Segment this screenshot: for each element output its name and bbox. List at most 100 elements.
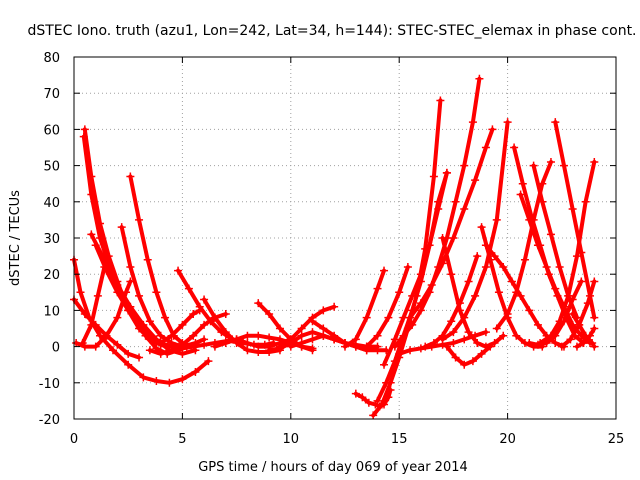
data-point	[460, 161, 469, 170]
data-point	[254, 299, 263, 308]
data-point	[416, 299, 425, 308]
data-point	[503, 310, 512, 319]
data-point	[490, 338, 499, 347]
data-point	[79, 132, 88, 141]
data-point	[477, 223, 486, 232]
x-axis-label: GPS time / hours of day 069 of year 2014	[198, 460, 468, 475]
series-line	[128, 174, 194, 349]
data-point	[546, 157, 555, 166]
data-point	[529, 161, 538, 170]
data-point	[221, 328, 230, 337]
data-point	[265, 333, 274, 342]
data-point	[117, 223, 126, 232]
data-point	[492, 324, 501, 333]
data-point	[490, 252, 499, 261]
data-point	[161, 313, 170, 322]
data-point	[124, 349, 133, 358]
data-point	[447, 317, 456, 326]
series-11	[156, 306, 204, 347]
data-point	[460, 360, 469, 369]
data-point	[406, 346, 415, 355]
data-point	[590, 157, 599, 166]
data-point	[555, 317, 564, 326]
data-point	[408, 291, 417, 300]
data-point	[525, 215, 534, 224]
data-point	[91, 241, 100, 250]
data-point	[76, 288, 85, 297]
data-point	[516, 291, 525, 300]
grid	[74, 57, 616, 419]
data-point	[481, 328, 490, 337]
data-point	[590, 342, 599, 351]
series-line	[375, 170, 449, 403]
data-point	[451, 353, 460, 362]
data-point	[308, 317, 317, 326]
data-point	[533, 241, 542, 250]
series-line	[119, 225, 207, 349]
data-point	[297, 338, 306, 347]
y-tick-label: 80	[43, 51, 60, 66]
data-point	[451, 197, 460, 206]
series-line	[440, 120, 510, 342]
data-point	[351, 335, 360, 344]
data-point	[488, 125, 497, 134]
data-point	[210, 342, 219, 351]
y-tick-label: -20	[39, 413, 60, 428]
data-point	[265, 310, 274, 319]
data-point	[265, 346, 274, 355]
data-point	[351, 389, 360, 398]
data-point	[200, 320, 209, 329]
data-point	[471, 176, 480, 185]
data-point	[516, 190, 525, 199]
data-point	[416, 270, 425, 279]
data-point	[590, 277, 599, 286]
y-tick-label: 50	[43, 160, 60, 175]
data-point	[191, 338, 200, 347]
data-point	[156, 338, 165, 347]
series-22	[341, 266, 389, 351]
data-point	[275, 324, 284, 333]
data-point	[477, 349, 486, 358]
data-point	[358, 393, 367, 402]
data-point	[206, 317, 215, 326]
data-point	[577, 248, 586, 257]
x-tick-label: 5	[178, 432, 186, 447]
y-tick-label: 70	[43, 87, 60, 102]
data-point	[297, 331, 306, 340]
data-point	[395, 349, 404, 358]
data-point	[507, 277, 516, 286]
data-point	[390, 357, 399, 366]
data-point	[590, 313, 599, 322]
data-point	[429, 172, 438, 181]
data-point	[421, 342, 430, 351]
y-tick-label: 60	[43, 123, 60, 138]
data-point	[384, 313, 393, 322]
data-point	[395, 288, 404, 297]
series-line	[364, 265, 410, 349]
data-point	[254, 342, 263, 351]
y-tick-label: -10	[39, 377, 60, 392]
data-point	[577, 277, 586, 286]
data-point	[442, 168, 451, 177]
data-point	[481, 262, 490, 271]
data-point	[438, 259, 447, 268]
data-point	[406, 313, 415, 322]
data-point	[525, 306, 534, 315]
series-3	[70, 295, 144, 362]
y-tick-label: 0	[52, 341, 60, 356]
data-point	[564, 291, 573, 300]
data-point	[243, 346, 252, 355]
data-point	[590, 324, 599, 333]
data-point	[124, 360, 133, 369]
data-point	[494, 288, 503, 297]
data-point	[475, 74, 484, 83]
x-tick-label: 15	[391, 432, 408, 447]
data-point	[93, 291, 102, 300]
data-point	[167, 346, 176, 355]
series-line	[382, 170, 449, 367]
data-point	[555, 262, 564, 271]
data-point	[330, 302, 339, 311]
data-point	[551, 118, 560, 127]
series-25	[369, 96, 445, 420]
